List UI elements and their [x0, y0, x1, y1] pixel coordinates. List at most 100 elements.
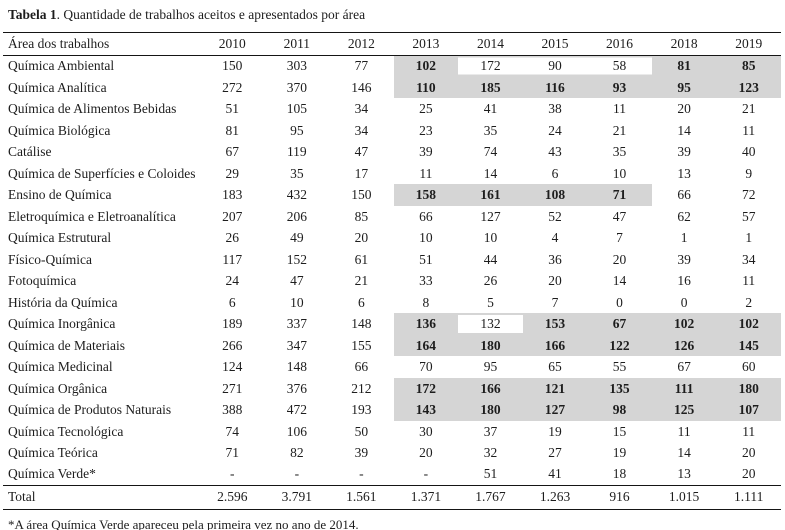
value-cell: 34	[354, 101, 369, 117]
value-cell: 472	[286, 402, 307, 418]
value-cell: 30	[419, 423, 433, 439]
value-cell: 61	[354, 251, 369, 267]
value-cell: 95	[290, 122, 304, 138]
value-cell: 11	[742, 122, 756, 138]
value-cell: 20	[677, 101, 691, 117]
value-cell: 207	[222, 208, 243, 224]
value-cell: 35	[612, 144, 627, 160]
value-cell: 185	[458, 76, 523, 99]
value-cell: 51	[419, 251, 433, 267]
value-cell: 81	[225, 122, 240, 138]
value-cell: 93	[587, 76, 652, 99]
value-cell: 127	[480, 208, 501, 224]
value-cell: -	[230, 466, 235, 482]
year-column-header: 2010	[218, 35, 246, 51]
value-cell: 116	[522, 76, 588, 99]
area-cell: História da Química	[8, 294, 118, 310]
area-cell: Fotoquímica	[8, 273, 77, 289]
area-cell: Química Inorgânica	[8, 316, 116, 332]
area-cell: Química Orgânica	[8, 380, 108, 396]
value-cell: 29	[225, 165, 240, 181]
value-cell: 102	[393, 55, 459, 77]
value-cell: 35	[290, 165, 304, 181]
value-cell: 1	[745, 230, 753, 246]
year-column-header: 2012	[347, 35, 375, 51]
value-cell: 11	[742, 273, 756, 289]
value-cell: 6	[551, 165, 559, 181]
value-cell: 71	[225, 445, 240, 461]
value-cell: 150	[351, 187, 372, 203]
value-cell: 16	[677, 273, 691, 289]
area-column-header: Área dos trabalhos	[8, 35, 110, 51]
table-row: Química Ambiental 150 303 77 102 172 90 58 81 85	[3, 55, 781, 77]
year-column-header: 2016	[606, 35, 634, 51]
value-cell: 27	[548, 445, 562, 461]
value-cell: 35	[483, 122, 498, 138]
value-cell: 117	[222, 251, 243, 267]
year-column-header: 2019	[735, 35, 763, 51]
table-row: Catálise 67 119 47 39 74 43 35 39 40	[3, 141, 781, 163]
value-cell: -	[423, 466, 429, 482]
value-cell: 148	[286, 359, 307, 375]
value-cell: 135	[587, 377, 652, 400]
table-row: Físico-Química 117 152 61 51 44 36 20 39 34	[3, 249, 781, 271]
table-row: Ensino de Química 183 432 150 158 161 108 71 66 7…	[3, 184, 781, 206]
total-value-cell: 916	[609, 489, 630, 505]
value-cell: 21	[612, 122, 627, 138]
value-cell: 26	[225, 230, 240, 246]
value-cell: 40	[741, 144, 756, 160]
value-cell: 85	[716, 55, 781, 77]
value-cell: 108	[522, 184, 588, 206]
value-cell: 14	[483, 165, 498, 181]
value-cell: 271	[222, 380, 243, 396]
value-cell: 5	[487, 294, 494, 310]
value-cell: 50	[354, 423, 369, 439]
value-cell: 72	[741, 187, 756, 203]
value-cell: 102	[716, 313, 781, 335]
area-cell: Química Biológica	[8, 122, 111, 138]
year-column-header: 2018	[670, 35, 698, 51]
value-cell: 119	[286, 144, 307, 160]
value-cell: 124	[222, 359, 243, 375]
value-cell: 44	[483, 251, 498, 267]
value-cell: 0	[616, 294, 623, 310]
total-value-cell: 1.767	[475, 489, 506, 505]
value-cell: 121	[522, 377, 588, 400]
value-cell: 24	[548, 122, 562, 138]
value-cell: 21	[741, 101, 756, 117]
year-column-header: 2011	[283, 35, 311, 51]
value-cell: 82	[290, 445, 304, 461]
value-cell: 13	[677, 165, 691, 181]
area-cell: Química de Alimentos Bebidas	[8, 101, 177, 117]
table-row: Eletroquímica e Eletroanalítica 207 206 85 6…	[3, 206, 781, 228]
value-cell: 23	[419, 122, 433, 138]
value-cell: 55	[612, 359, 627, 375]
value-cell: 132	[458, 313, 523, 335]
total-value-cell: 3.791	[281, 489, 312, 505]
value-cell: 36	[548, 251, 562, 267]
value-cell: 376	[286, 380, 307, 396]
table-row: História da Química 6 10 6 8 5 7 0 0 2	[3, 292, 781, 314]
value-cell: 37	[483, 423, 498, 439]
table-row: Química Inorgânica 189 337 148 136 132 153 67 10…	[3, 313, 781, 335]
area-cell: Eletroquímica e Eletroanalítica	[8, 208, 176, 224]
value-cell: 47	[612, 208, 627, 224]
value-cell: 47	[290, 273, 304, 289]
year-column-header: 2015	[541, 35, 569, 51]
area-cell: Ensino de Química	[8, 187, 112, 203]
total-value-cell: 1.015	[668, 489, 700, 505]
value-cell: 51	[483, 466, 498, 482]
table-row: Química Orgânica 271 376 212 172 166 121 135 111…	[3, 377, 781, 400]
value-cell: 60	[741, 359, 756, 375]
value-cell: 111	[651, 377, 717, 400]
value-cell: 370	[286, 79, 307, 95]
value-cell: 161	[458, 184, 523, 206]
value-cell: 150	[222, 58, 243, 74]
value-cell: 20	[612, 251, 627, 267]
value-cell: 110	[393, 76, 459, 99]
value-cell: 41	[483, 101, 498, 117]
value-cell: 14	[677, 122, 691, 138]
value-cell: 95	[483, 359, 498, 375]
value-cell: 51	[225, 101, 240, 117]
